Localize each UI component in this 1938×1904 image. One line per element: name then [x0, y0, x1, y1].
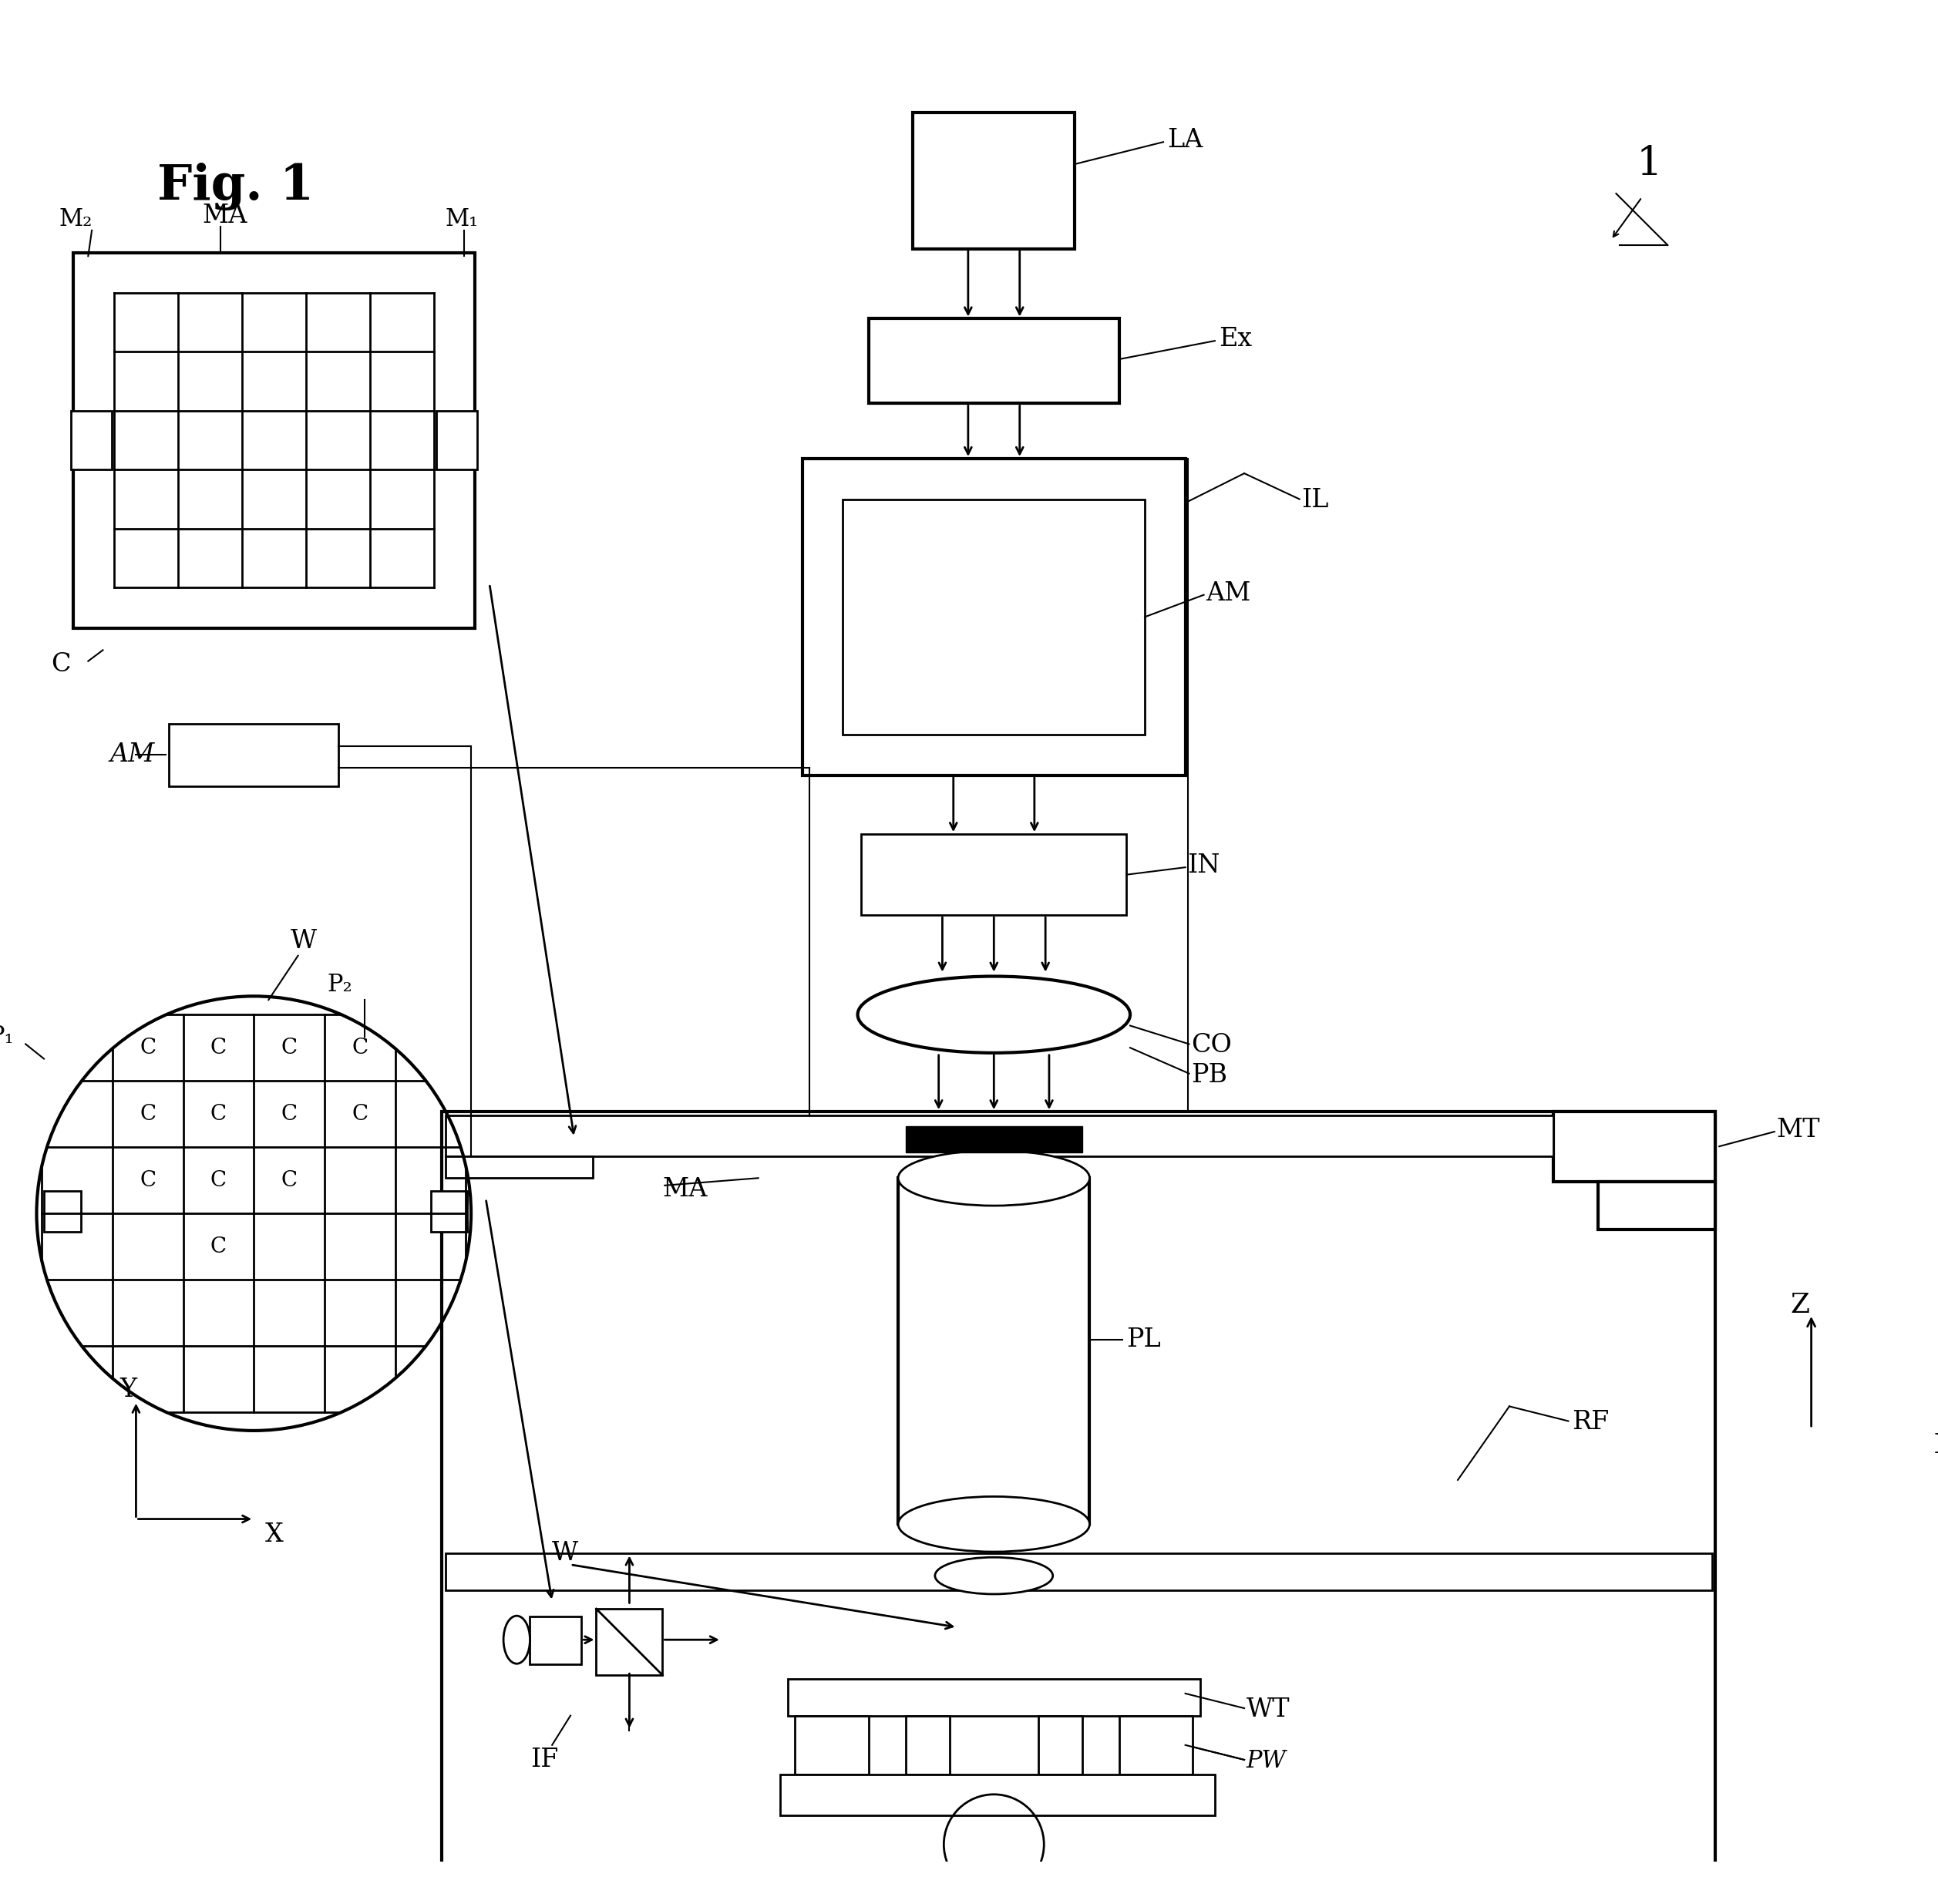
Ellipse shape	[897, 1497, 1089, 1552]
Bar	[795, 1716, 868, 1775]
Text: C: C	[281, 1104, 297, 1125]
Text: C: C	[50, 653, 72, 678]
Bar	[430, 1192, 467, 1232]
Text: C: C	[211, 1169, 227, 1190]
Bar	[72, 411, 112, 470]
Text: P₂: P₂	[328, 973, 353, 998]
Bar	[446, 1554, 1711, 1590]
Text: C: C	[211, 1104, 227, 1125]
Ellipse shape	[504, 1616, 529, 1664]
Bar	[905, 1716, 950, 1775]
Text: Ex: Ex	[1219, 327, 1252, 352]
Text: 1: 1	[1636, 145, 1663, 185]
Bar	[1118, 1716, 1192, 1775]
Text: WT: WT	[1246, 1696, 1291, 1721]
Text: Y: Y	[120, 1378, 138, 1403]
Bar	[905, 1127, 1081, 1152]
Bar	[169, 724, 339, 786]
Text: P₁: P₁	[0, 1024, 14, 1049]
Ellipse shape	[934, 1557, 1052, 1594]
Text: W: W	[291, 929, 318, 954]
Text: IN: IN	[1188, 853, 1221, 878]
Text: C: C	[281, 1038, 297, 1059]
Bar	[860, 834, 1126, 916]
Bar	[446, 1116, 1554, 1156]
Bar	[781, 1775, 1215, 1815]
Text: PW: PW	[1246, 1750, 1287, 1773]
Bar	[45, 1192, 81, 1232]
Bar	[787, 1679, 1200, 1716]
Bar	[529, 1616, 581, 1664]
Bar	[436, 411, 477, 470]
Text: IF: IF	[531, 1748, 558, 1773]
Text: Z: Z	[1791, 1291, 1810, 1318]
Bar	[1554, 1112, 1715, 1182]
Bar	[843, 499, 1145, 735]
Text: C: C	[140, 1104, 155, 1125]
Text: AM: AM	[110, 743, 155, 767]
Text: RF: RF	[1572, 1411, 1609, 1436]
Text: PL: PL	[1126, 1327, 1161, 1352]
Text: X: X	[1934, 1432, 1938, 1458]
Bar	[897, 1179, 1089, 1523]
Text: M₂: M₂	[58, 208, 93, 230]
Text: C: C	[211, 1038, 227, 1059]
Polygon shape	[736, 1874, 1252, 1904]
Text: IL: IL	[1302, 487, 1329, 512]
Text: PB: PB	[1192, 1062, 1227, 1087]
Text: MT: MT	[1777, 1118, 1820, 1142]
Bar	[74, 253, 475, 628]
Bar	[1597, 1182, 1715, 1230]
Text: AM: AM	[1205, 581, 1252, 605]
Bar	[446, 1156, 593, 1179]
Text: MA: MA	[663, 1177, 707, 1201]
Ellipse shape	[859, 977, 1130, 1053]
Bar	[597, 1609, 663, 1676]
Text: X: X	[266, 1523, 283, 1548]
Bar	[913, 112, 1076, 249]
Ellipse shape	[897, 1150, 1089, 1205]
Text: C: C	[281, 1169, 297, 1190]
Text: C: C	[140, 1038, 155, 1059]
Text: C: C	[351, 1038, 368, 1059]
Text: C: C	[140, 1169, 155, 1190]
Text: C: C	[351, 1104, 368, 1125]
Text: M₁: M₁	[446, 208, 479, 230]
Bar	[1039, 1716, 1081, 1775]
Text: LA: LA	[1167, 128, 1203, 152]
Bar	[868, 318, 1118, 404]
Text: C: C	[211, 1236, 227, 1257]
Text: W: W	[552, 1540, 578, 1565]
Bar	[802, 459, 1186, 775]
Text: CO: CO	[1192, 1034, 1233, 1059]
Text: MA: MA	[202, 204, 248, 228]
Text: Fig. 1: Fig. 1	[157, 162, 314, 209]
Bar	[442, 1112, 1715, 1904]
